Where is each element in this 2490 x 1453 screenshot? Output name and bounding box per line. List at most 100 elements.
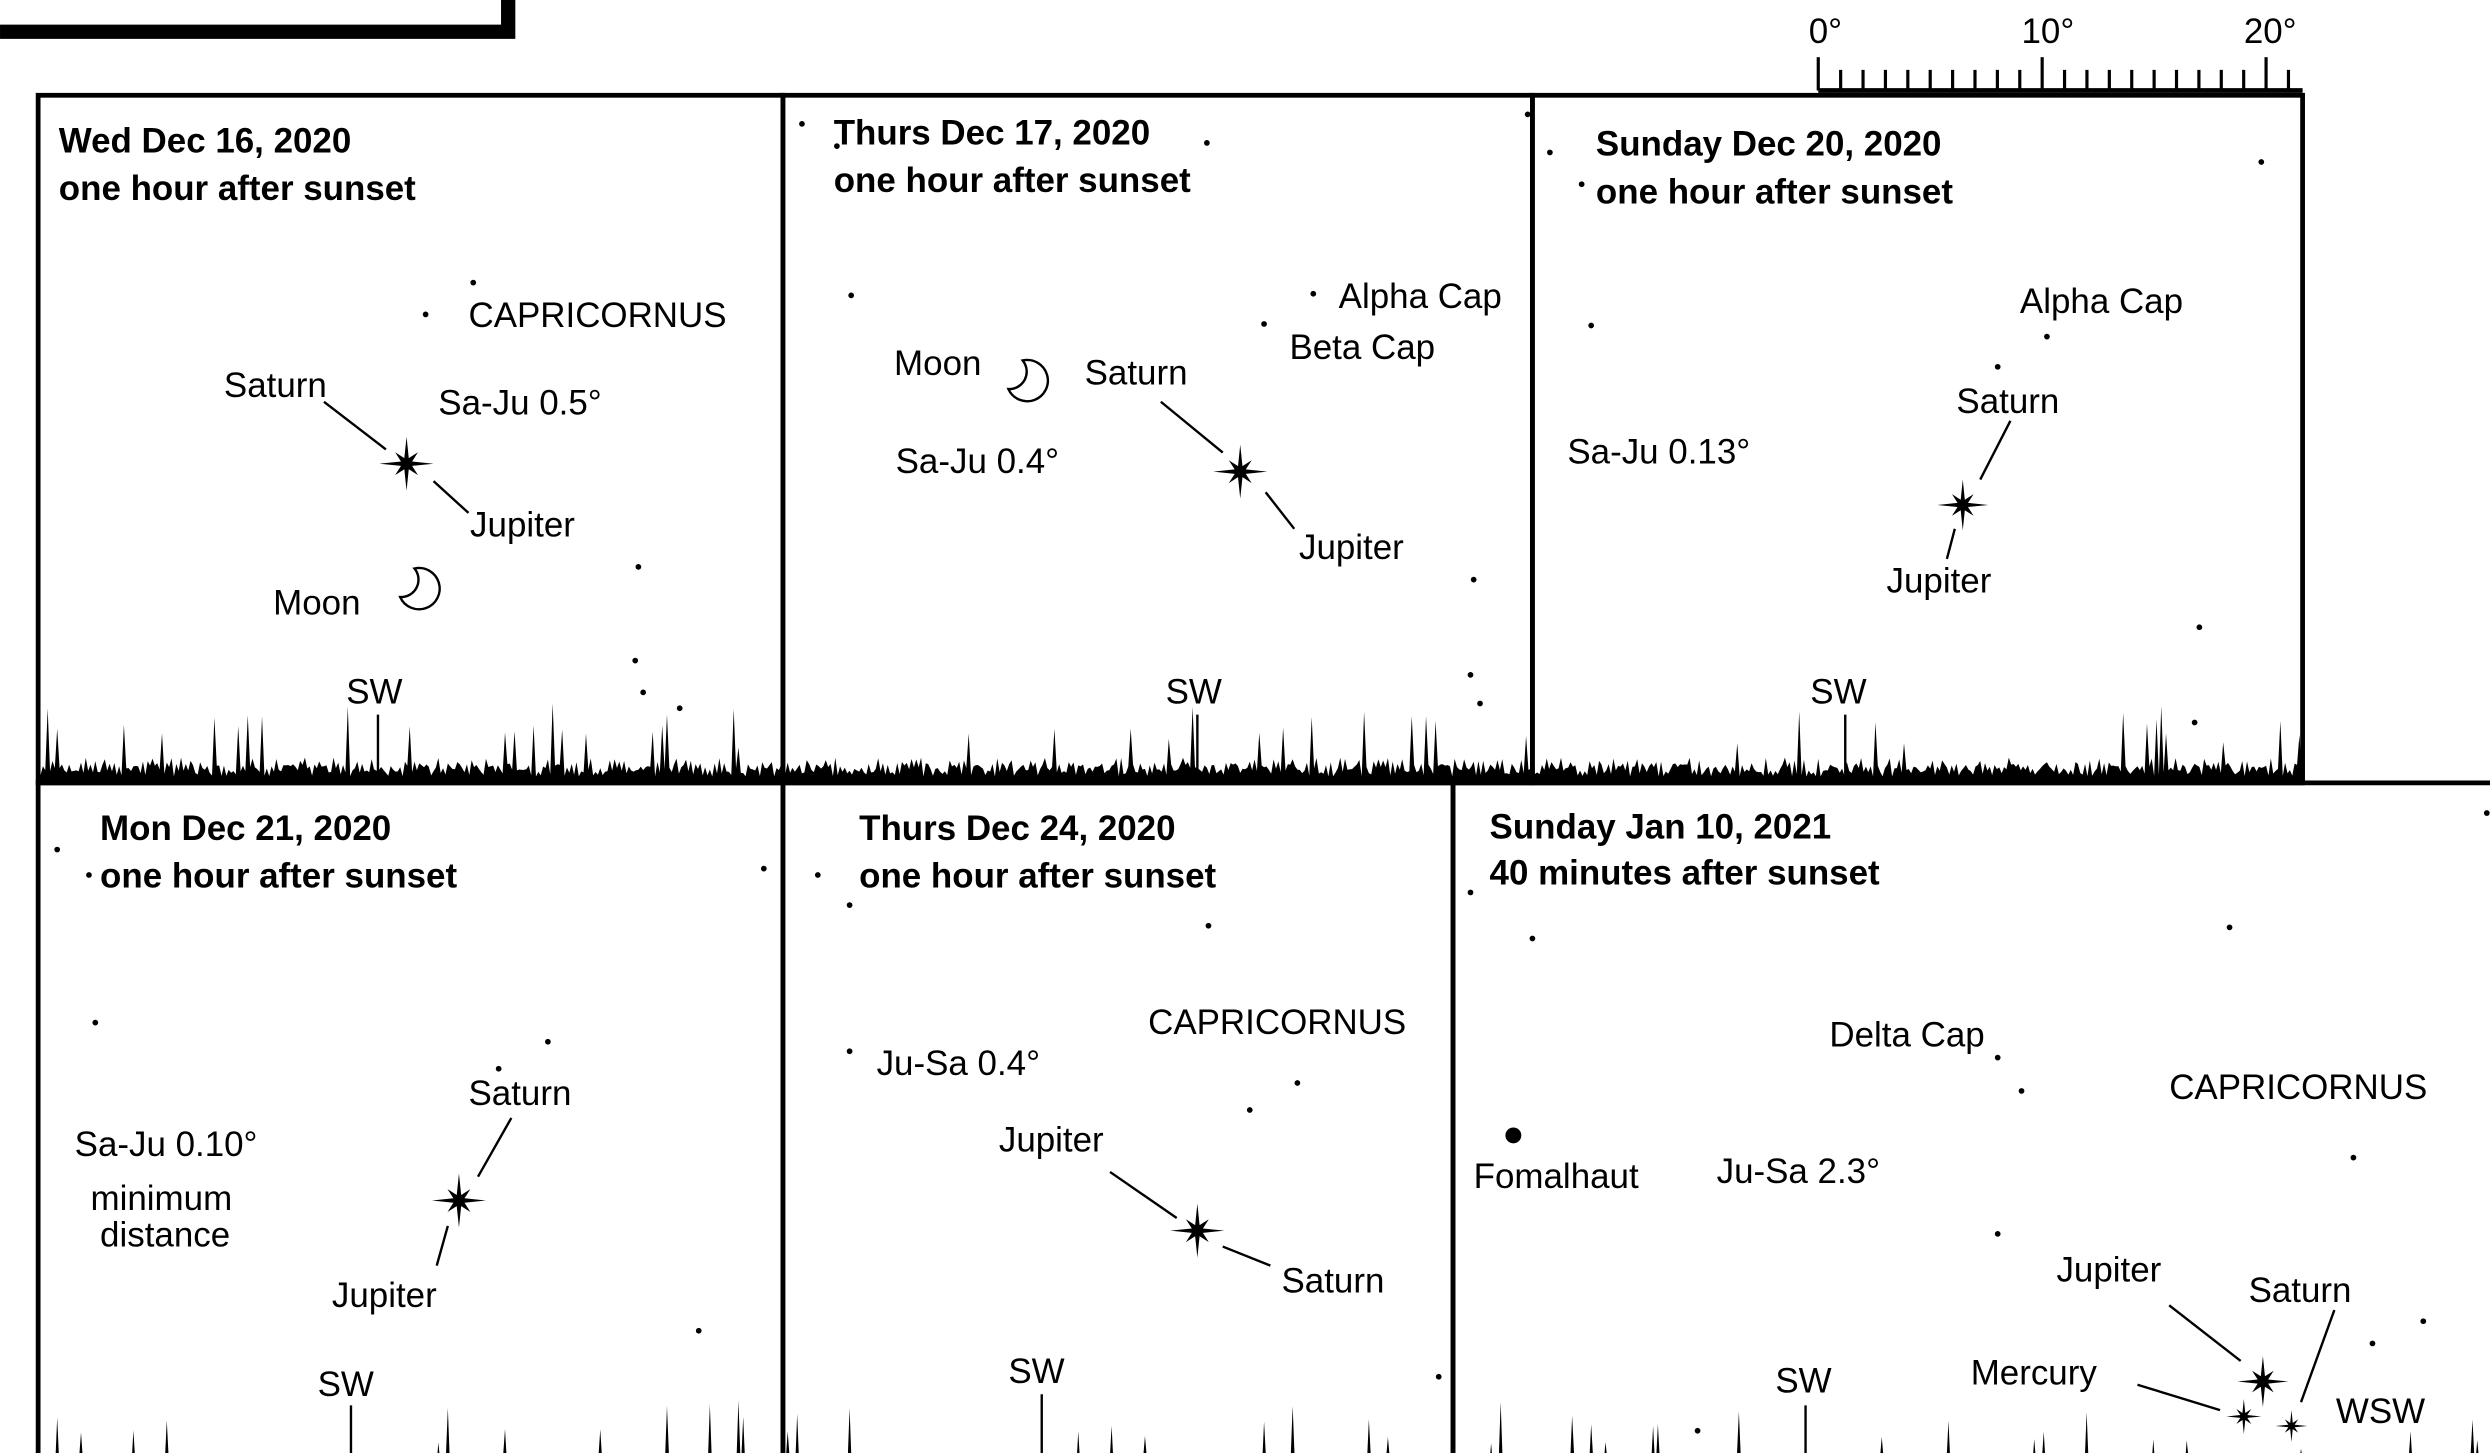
treeline [38,703,784,783]
star-dot [1995,364,2001,370]
star-dot [1468,672,1474,678]
star-dot [847,902,853,908]
star-dot [2351,1155,2357,1161]
moon [400,568,439,609]
scale-label: 0° [1809,12,1842,51]
planet-star [1170,1204,1224,1258]
sky-label: Ju-Sa 0.4° [877,1044,1040,1083]
sky-label: WSW [2336,1392,2425,1431]
sky-label: Sa-Ju 0.13° [1567,433,1750,472]
leader-line [1266,492,1295,529]
star-dot [545,1039,551,1045]
star-dot [496,1066,502,1072]
planet-star [380,437,434,491]
panel-time: one hour after sunset [59,169,416,208]
sky-label: Jupiter [999,1120,1104,1159]
star-dot [1995,1231,2001,1237]
leader-line [324,402,386,450]
scale-label: 10° [2022,12,2075,51]
star-dot [1310,291,1316,297]
leader-line [2137,1385,2220,1410]
star-dot [847,1048,853,1054]
star-dot [2192,720,2198,726]
planet-star [1937,480,1988,531]
leader-line [1980,421,2010,480]
sky-label: minimum [91,1179,233,1218]
sky-label: Jupiter [470,506,575,545]
leader-line [478,1118,511,1177]
treeline [783,1406,1453,1453]
page: {"scale":{"labels":["0°","10°","20°"]}, … [0,0,2490,1453]
leader-line [1947,529,1955,559]
leader-line [437,1226,448,1266]
sky-label: Delta Cap [1829,1015,1984,1054]
star-dot [848,293,854,299]
leader-line [434,481,469,513]
corner-bar [0,0,508,32]
panel-time: one hour after sunset [859,857,1216,896]
star-dot [1695,1428,1701,1434]
sky-label: Saturn [1085,353,1188,392]
sky-label: Saturn [2249,1271,2352,1310]
star-dot [1261,321,1267,327]
sky-label: Jupiter [1299,528,1404,567]
star-dot [834,143,840,149]
sky-label: distance [100,1216,230,1255]
sky-label: Saturn [224,366,327,405]
leader-line [1110,1172,1177,1218]
star-dot [640,690,646,696]
sky-label: SW [1775,1362,1831,1401]
sky-label: Jupiter [332,1276,437,1315]
treeline [1453,1402,2490,1453]
star-dot [1588,323,1594,329]
panel-date: Thurs Dec 17, 2020 [834,114,1150,153]
sky-label: Sa-Ju 0.10° [75,1125,258,1164]
star-dot [2044,334,2050,340]
star-dot [2370,1341,2376,1347]
sky-label: Mercury [1971,1354,2098,1393]
star-dot [1247,1107,1253,1113]
star-dot [1579,181,1585,187]
treeline [783,707,1533,783]
star-dot [1206,923,1212,929]
panel-date: Sunday Dec 20, 2020 [1596,125,1942,164]
star-dot [677,705,683,711]
sky-label: Saturn [1282,1262,1385,1301]
sky-label: Sa-Ju 0.5° [438,383,601,422]
panel-date: Wed Dec 16, 2020 [59,121,352,160]
sky-label: Beta Cap [1289,328,1435,367]
star-dot [1471,577,1477,583]
sky-label: Saturn [1956,382,2059,421]
star-dot [636,564,642,570]
panel-date: Sunday Jan 10, 2021 [1490,807,1832,846]
treeline [1532,706,2302,783]
panel-date: Mon Dec 21, 2020 [100,809,391,848]
leader-line [1161,402,1223,453]
sky-label: SW [318,1365,374,1404]
sky-label: Alpha Cap [2020,282,2183,321]
planet-star [2276,1410,2308,1442]
star-dot [1295,1080,1301,1086]
sky-label: SW [1166,672,1222,711]
sky-label: SW [346,672,402,711]
star-dot [815,872,821,878]
sky-label: CAPRICORNUS [2169,1068,2427,1107]
sky-label: SW [1008,1352,1064,1391]
bright-star [1505,1127,1521,1143]
star-dot [2197,624,2203,630]
sky-label: Fomalhaut [1474,1157,1639,1196]
sky-label: Moon [894,344,981,383]
sky-charts: 0° 10° 20° Wed Dec 16, 2020 one hour after s… [0,0,2490,1453]
scale-label: 20° [2244,12,2297,51]
sky-label: Sa-Ju 0.4° [896,442,1059,481]
star-dot [1477,701,1483,707]
star-dot [1525,111,1531,117]
panel-time: 40 minutes after sunset [1490,854,1880,893]
star-dot [799,121,805,127]
treeline [38,1400,784,1453]
star-dot [696,1328,702,1334]
star-dot [2019,1088,2025,1094]
moon [1008,360,1047,401]
planet-star [432,1174,486,1228]
star-dot [1547,150,1553,156]
